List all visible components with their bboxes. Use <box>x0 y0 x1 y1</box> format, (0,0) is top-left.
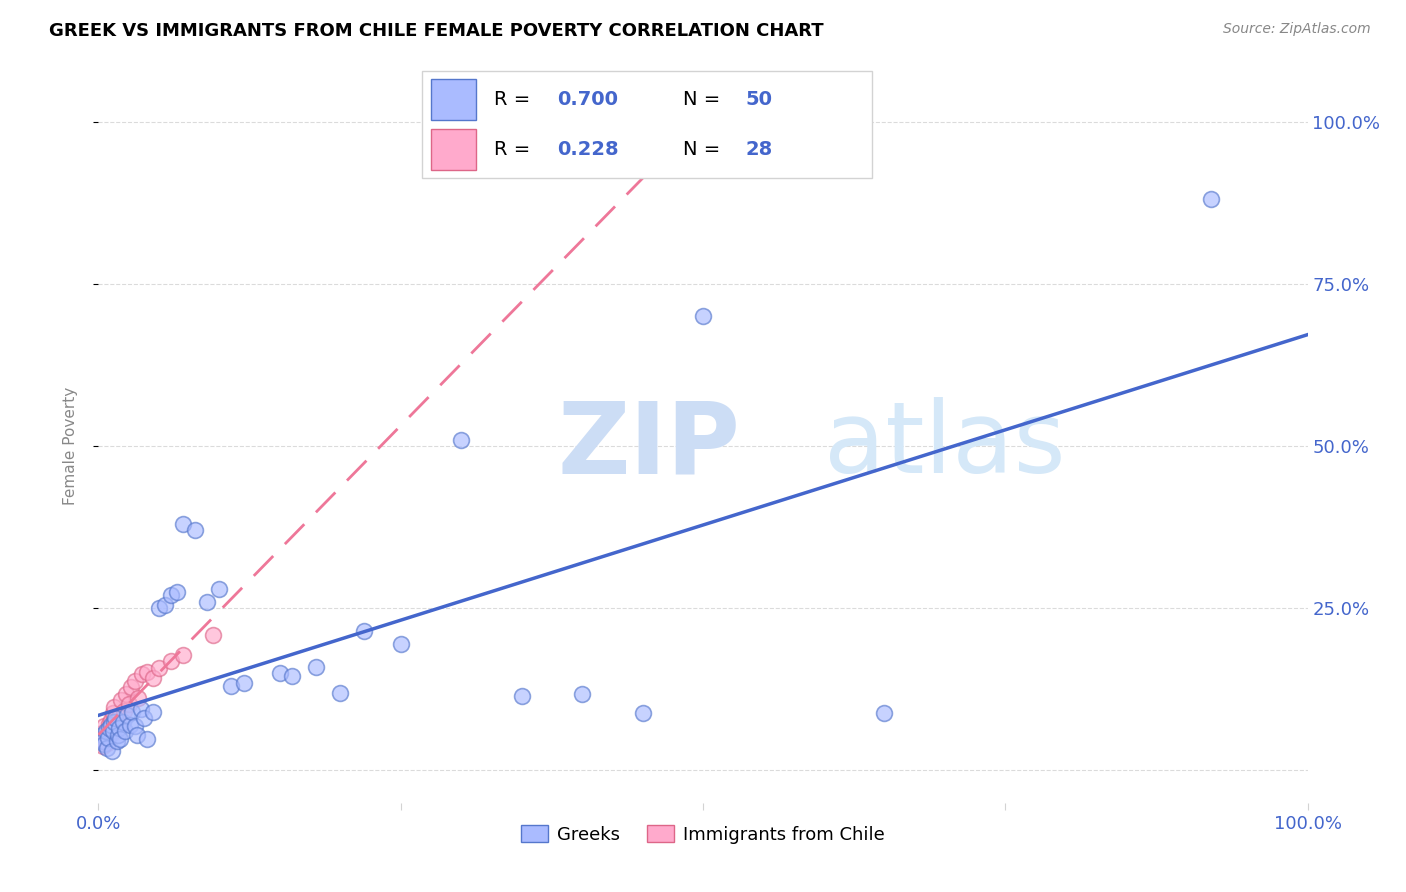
Point <box>96 740 118 755</box>
Text: GREEK VS IMMIGRANTS FROM CHILE FEMALE POVERTY CORRELATION CHART: GREEK VS IMMIGRANTS FROM CHILE FEMALE PO… <box>49 22 824 40</box>
Point <box>195 595 218 609</box>
Point <box>121 705 143 719</box>
Point <box>101 706 124 721</box>
Point <box>329 685 352 699</box>
Point <box>692 310 714 324</box>
Point <box>114 724 136 739</box>
Point <box>305 659 328 673</box>
Point <box>221 679 243 693</box>
Point <box>118 718 141 732</box>
Text: N =: N = <box>683 140 727 159</box>
Point <box>118 697 141 711</box>
Point <box>105 719 128 733</box>
Text: 50: 50 <box>745 90 773 109</box>
Point <box>166 585 188 599</box>
Point <box>98 716 121 731</box>
Point <box>148 661 170 675</box>
Text: 0.700: 0.700 <box>557 90 617 109</box>
Point <box>450 433 472 447</box>
Text: N =: N = <box>683 90 727 109</box>
Point <box>97 723 120 738</box>
Point <box>94 730 117 744</box>
Point <box>115 687 138 701</box>
Point <box>93 738 115 752</box>
Point <box>134 711 156 725</box>
Point <box>172 648 194 662</box>
Point <box>353 624 375 638</box>
Point <box>127 690 149 705</box>
Point <box>184 524 207 538</box>
Point <box>160 588 183 602</box>
Point <box>103 714 125 729</box>
Point <box>1199 193 1222 207</box>
Point <box>129 702 152 716</box>
Point <box>148 601 170 615</box>
Point <box>97 731 120 745</box>
Legend: Greeks, Immigrants from Chile: Greeks, Immigrants from Chile <box>513 818 893 851</box>
Point <box>100 744 122 758</box>
Point <box>232 675 254 690</box>
Point <box>90 732 112 747</box>
Point <box>131 667 153 681</box>
Y-axis label: Female Poverty: Female Poverty <box>63 387 77 505</box>
Point <box>208 582 231 596</box>
Point <box>117 708 139 723</box>
Point <box>111 714 134 729</box>
Point <box>103 699 125 714</box>
Point <box>91 725 114 739</box>
FancyBboxPatch shape <box>430 78 475 120</box>
Text: R =: R = <box>494 140 536 159</box>
Point <box>135 732 157 747</box>
Text: Source: ZipAtlas.com: Source: ZipAtlas.com <box>1223 22 1371 37</box>
Point <box>127 728 149 742</box>
Point <box>631 706 654 721</box>
Point <box>153 598 176 612</box>
Point <box>105 734 128 748</box>
Point <box>108 710 131 724</box>
Text: R =: R = <box>494 90 536 109</box>
Text: atlas: atlas <box>824 398 1066 494</box>
Point <box>281 669 304 683</box>
Point <box>142 705 165 719</box>
Point <box>100 713 122 727</box>
Point <box>91 739 114 753</box>
Point <box>110 693 132 707</box>
Point <box>104 711 127 725</box>
Point <box>873 706 896 721</box>
Point <box>93 719 115 733</box>
Point <box>108 732 131 747</box>
Text: 0.228: 0.228 <box>557 140 619 159</box>
Point <box>96 736 118 750</box>
Text: 28: 28 <box>745 140 773 159</box>
Point <box>389 637 412 651</box>
Point <box>100 725 122 739</box>
Point <box>108 721 131 735</box>
Point <box>172 516 194 531</box>
FancyBboxPatch shape <box>422 71 872 178</box>
Point <box>120 681 142 695</box>
Point <box>510 689 533 703</box>
FancyBboxPatch shape <box>430 129 475 169</box>
Point <box>98 721 121 735</box>
Point <box>91 734 114 748</box>
Point <box>107 728 129 742</box>
Point <box>269 666 291 681</box>
Point <box>571 687 593 701</box>
Point <box>94 724 117 739</box>
Point <box>124 673 146 688</box>
Point <box>100 718 122 732</box>
Point <box>202 628 225 642</box>
Point <box>142 671 165 685</box>
Point <box>112 704 135 718</box>
Point <box>160 654 183 668</box>
Point <box>91 728 114 742</box>
Point <box>124 719 146 733</box>
Point <box>101 724 124 739</box>
Text: ZIP: ZIP <box>558 398 741 494</box>
Point <box>135 665 157 679</box>
